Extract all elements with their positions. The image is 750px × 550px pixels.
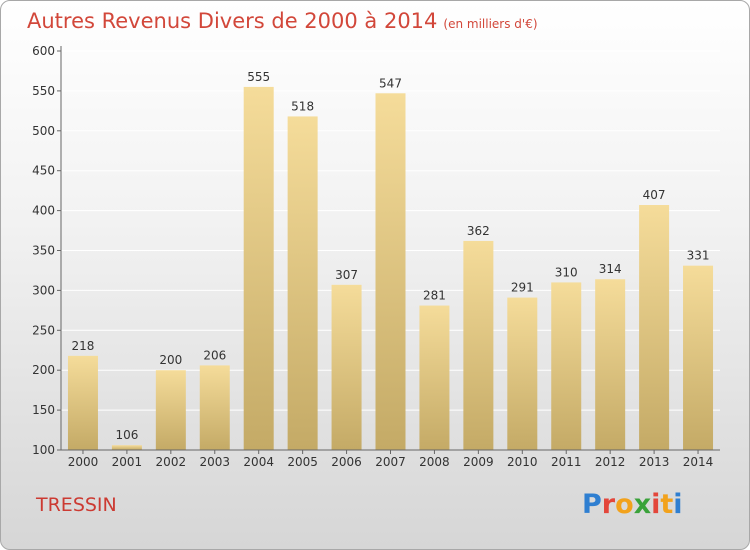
axes: 100 150 200 250 300 350 400 450 500 550 600 xyxy=(32,44,720,457)
logo-letter: i xyxy=(673,489,683,520)
x-tick-label: 2008 xyxy=(419,455,450,469)
x-tick-label: 2014 xyxy=(683,455,714,469)
y-tick-label: 450 xyxy=(32,164,55,178)
data-label: 518 xyxy=(291,99,314,113)
y-tick-label: 300 xyxy=(32,283,55,297)
data-label: 307 xyxy=(335,268,358,282)
y-tick-label: 250 xyxy=(32,323,55,337)
x-tick-label: 2003 xyxy=(199,455,230,469)
data-label: 407 xyxy=(643,188,666,202)
data-label: 555 xyxy=(247,70,270,84)
bar xyxy=(67,355,98,450)
bars xyxy=(67,86,714,450)
bar xyxy=(551,282,582,450)
y-tick-label: 100 xyxy=(32,443,55,457)
chart-title: Autres Revenus Divers de 2000 à 2014 xyxy=(27,9,438,33)
labels: 218 2000 106 2001 200 2002 206 2003 555 2004 518 20… xyxy=(68,70,714,469)
bar xyxy=(331,284,362,450)
bar xyxy=(111,445,142,450)
place-name: TRESSIN xyxy=(36,494,117,516)
bar xyxy=(243,86,274,450)
logo-letter: i xyxy=(651,489,661,520)
x-tick-label: 2013 xyxy=(639,455,670,469)
y-tick-label: 400 xyxy=(32,204,55,218)
data-label: 206 xyxy=(203,348,226,362)
title-row: Autres Revenus Divers de 2000 à 2014 (en … xyxy=(27,9,538,33)
data-label: 547 xyxy=(379,76,402,90)
x-tick-label: 2012 xyxy=(595,455,626,469)
data-label: 218 xyxy=(72,339,95,353)
logo-letter: P xyxy=(582,489,602,520)
data-label: 106 xyxy=(115,428,138,442)
data-label: 362 xyxy=(467,224,490,238)
data-label: 281 xyxy=(423,289,446,303)
x-tick-label: 2010 xyxy=(507,455,538,469)
x-tick-label: 2011 xyxy=(551,455,582,469)
bar xyxy=(419,305,450,450)
x-tick-label: 2001 xyxy=(112,455,143,469)
y-tick-label: 500 xyxy=(32,124,55,138)
logo-letter: t xyxy=(660,489,674,520)
data-label: 331 xyxy=(687,249,710,263)
x-tick-label: 2006 xyxy=(331,455,362,469)
logo-letter: r xyxy=(601,489,616,520)
y-tick-label: 150 xyxy=(32,403,55,417)
data-label: 291 xyxy=(511,281,534,295)
bar xyxy=(375,93,406,450)
x-tick-label: 2007 xyxy=(375,455,406,469)
proxiti-logo: Proxiti xyxy=(582,489,683,520)
data-label: 200 xyxy=(159,353,182,367)
bar xyxy=(507,297,538,450)
bar xyxy=(287,116,318,450)
y-tick-label: 200 xyxy=(32,363,55,377)
y-tick-label: 600 xyxy=(32,44,55,58)
x-tick-label: 2005 xyxy=(287,455,318,469)
bar xyxy=(463,240,494,450)
x-tick-label: 2000 xyxy=(68,455,99,469)
bar xyxy=(639,205,670,450)
y-tick-label: 350 xyxy=(32,244,55,258)
bar xyxy=(199,365,230,450)
x-tick-label: 2009 xyxy=(463,455,494,469)
x-tick-label: 2002 xyxy=(156,455,187,469)
bar xyxy=(595,279,626,450)
logo-letter: x xyxy=(633,489,652,520)
data-label: 310 xyxy=(555,265,578,279)
chart-subtitle: (en milliers d'€) xyxy=(443,17,538,31)
logo-letter: o xyxy=(615,489,634,520)
y-tick-label: 550 xyxy=(32,84,55,98)
bar xyxy=(155,370,186,450)
bar xyxy=(683,265,714,450)
data-label: 314 xyxy=(599,262,622,276)
x-tick-label: 2004 xyxy=(243,455,274,469)
